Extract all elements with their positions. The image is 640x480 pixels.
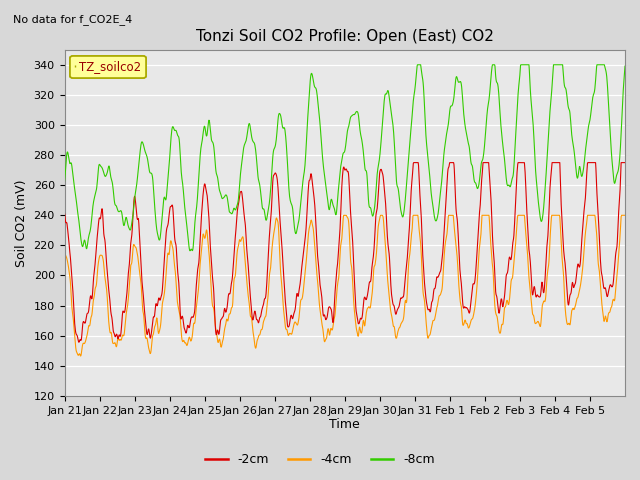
Y-axis label: Soil CO2 (mV): Soil CO2 (mV) xyxy=(15,179,28,266)
-4cm xyxy=(348,267,356,273)
-2cm xyxy=(410,160,417,166)
-4cm xyxy=(71,337,79,343)
-2cm xyxy=(161,244,169,250)
-2cm xyxy=(71,324,79,330)
-2cm xyxy=(348,225,355,230)
-2cm xyxy=(314,260,322,265)
-8cm xyxy=(621,63,629,69)
-2cm xyxy=(447,160,455,166)
Legend: -2cm, -4cm, -8cm: -2cm, -4cm, -8cm xyxy=(200,448,440,471)
Line: -2cm: -2cm xyxy=(65,163,625,342)
-4cm xyxy=(61,254,68,260)
Legend: TZ_soilco2: TZ_soilco2 xyxy=(70,56,145,78)
Line: -8cm: -8cm xyxy=(65,65,625,251)
X-axis label: Time: Time xyxy=(330,419,360,432)
-8cm xyxy=(413,62,421,68)
-4cm xyxy=(340,213,348,218)
-4cm xyxy=(161,283,169,289)
-2cm xyxy=(61,210,68,216)
-8cm xyxy=(186,248,194,253)
Text: No data for f_CO2E_4: No data for f_CO2E_4 xyxy=(13,14,132,25)
-8cm xyxy=(61,179,68,184)
-8cm xyxy=(71,189,79,194)
-4cm xyxy=(586,213,593,218)
Title: Tonzi Soil CO2 Profile: Open (East) CO2: Tonzi Soil CO2 Profile: Open (East) CO2 xyxy=(196,29,493,44)
-4cm xyxy=(314,287,322,293)
-8cm xyxy=(348,113,355,119)
-8cm xyxy=(314,104,322,109)
-8cm xyxy=(161,195,168,201)
-2cm xyxy=(75,339,83,345)
-4cm xyxy=(77,353,84,359)
-8cm xyxy=(447,103,455,109)
Line: -4cm: -4cm xyxy=(65,216,625,356)
-8cm xyxy=(586,119,593,124)
-2cm xyxy=(621,160,629,166)
-2cm xyxy=(586,160,593,166)
-4cm xyxy=(621,213,629,218)
-4cm xyxy=(447,213,455,218)
